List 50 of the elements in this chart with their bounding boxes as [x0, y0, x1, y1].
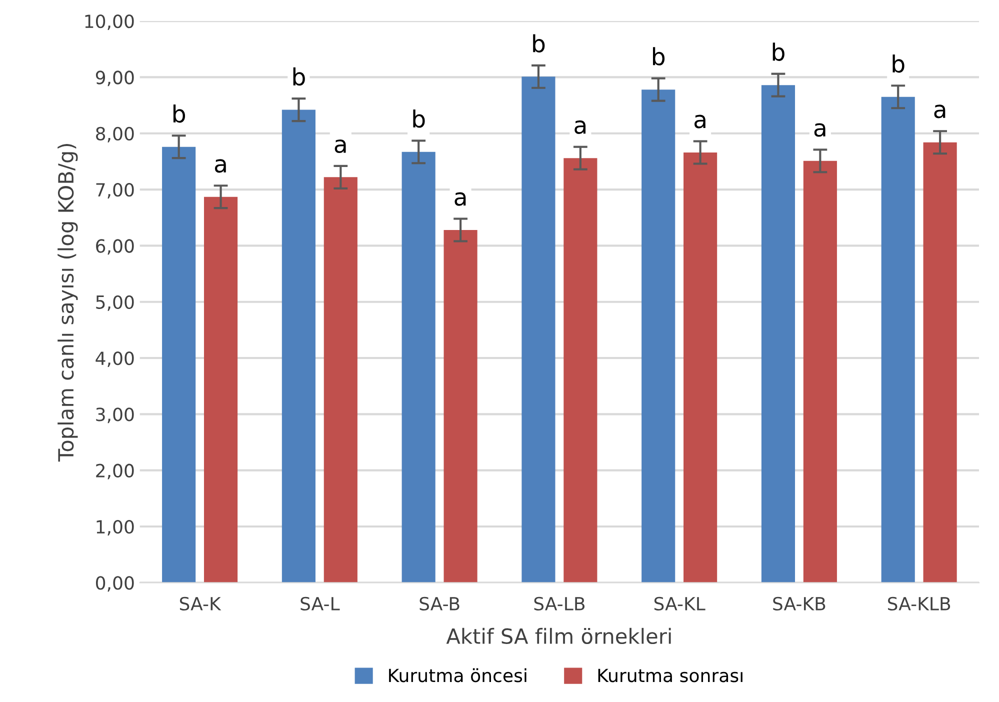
data-label: b — [413, 109, 425, 128]
x-tick-label: SA-KB — [773, 596, 826, 611]
legend-label: Kurutma öncesi — [389, 668, 526, 682]
bar — [803, 160, 837, 583]
data-label: b — [772, 42, 784, 61]
x-tick-label: SA-K — [180, 596, 222, 611]
y-axis-title: Toplam canlı sayısı (log KOB/g) — [58, 144, 78, 462]
y-tick-label: 8,00 — [96, 126, 134, 142]
y-tick-label: 3,00 — [96, 408, 134, 424]
y-tick-label: 5,00 — [96, 295, 134, 311]
legend-label: Kurutma sonrası — [598, 668, 742, 682]
data-label: a — [454, 192, 466, 206]
bar — [564, 158, 598, 583]
bar — [282, 110, 316, 583]
data-label: b — [892, 54, 904, 73]
y-tick-label: 4,00 — [96, 351, 134, 367]
data-label: a — [814, 123, 826, 137]
data-label: a — [214, 159, 226, 173]
data-label: b — [533, 34, 545, 53]
bar — [402, 152, 436, 583]
x-axis-title: Aktif SA film örnekleri — [446, 628, 671, 644]
data-label: b — [173, 104, 186, 123]
x-tick-label: SA-B — [420, 596, 460, 611]
y-tick-label: 1,00 — [96, 520, 134, 536]
x-tick-label: SA-L — [300, 596, 340, 611]
bar — [881, 96, 915, 583]
data-label: a — [934, 104, 946, 118]
x-tick-label: SA-LB — [534, 596, 585, 611]
bar — [923, 142, 957, 583]
x-tick-label: SA-KLB — [888, 596, 950, 611]
bar — [642, 90, 676, 583]
bar — [324, 177, 358, 583]
y-tick-label: 6,00 — [96, 239, 134, 255]
data-label: b — [652, 47, 665, 66]
y-tick-label: 10,00 — [85, 14, 134, 30]
y-tick-label: 0,00 — [96, 576, 134, 592]
bar — [444, 230, 478, 583]
y-tick-label: 7,00 — [96, 183, 134, 198]
bar — [684, 152, 718, 583]
x-tick-label: SA-KL — [654, 596, 706, 611]
data-label: a — [574, 120, 586, 134]
data-label: a — [694, 114, 706, 128]
y-tick-label: 9,00 — [96, 70, 134, 86]
data-label: a — [334, 139, 346, 154]
bar — [204, 196, 238, 583]
bar — [522, 76, 556, 583]
data-label: b — [293, 67, 305, 86]
bar — [162, 146, 196, 583]
bar — [761, 85, 796, 583]
y-tick-label: 2,00 — [96, 464, 134, 480]
